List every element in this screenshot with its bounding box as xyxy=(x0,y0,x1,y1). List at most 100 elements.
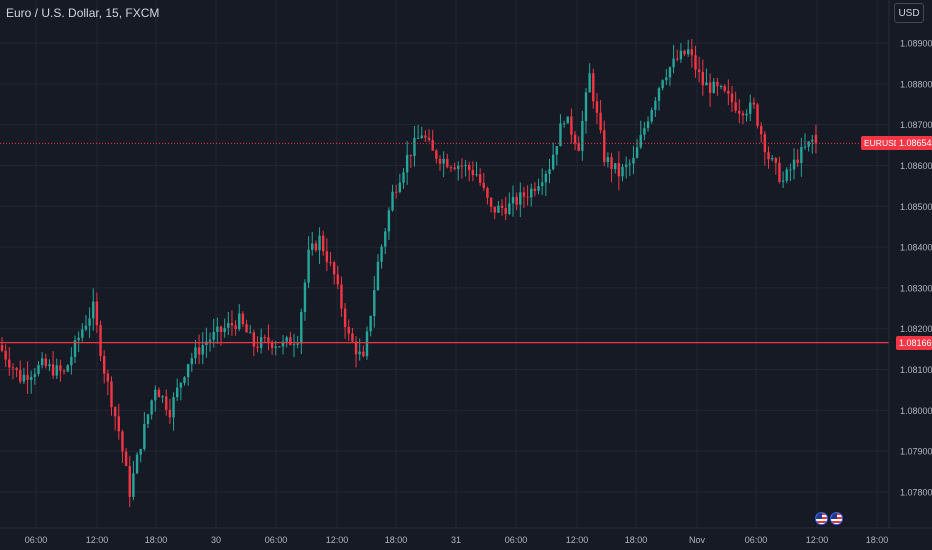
candle-up xyxy=(789,169,792,171)
candle-down xyxy=(763,134,767,153)
candle-down xyxy=(267,337,270,343)
candle-down xyxy=(460,165,464,167)
candle-up xyxy=(48,364,51,367)
candle-down xyxy=(230,323,234,326)
time-tick-label: 12:00 xyxy=(566,535,589,545)
candle-down xyxy=(289,337,292,345)
candle-up xyxy=(668,67,672,78)
candle-down xyxy=(165,396,168,410)
candle-down xyxy=(19,370,22,382)
candle-up xyxy=(712,81,715,93)
candle-down xyxy=(15,368,18,371)
candle-up xyxy=(811,139,814,142)
price-scale[interactable]: 1.08900 1.08800 1.08700 1.08600 1.08500 1.084… xyxy=(888,0,932,528)
candle-up xyxy=(632,157,635,164)
candle-down xyxy=(197,347,201,355)
candle-up xyxy=(201,345,204,355)
candle-down xyxy=(95,301,99,326)
candle-up xyxy=(581,121,584,151)
candle-down xyxy=(708,82,712,93)
candle-down xyxy=(51,364,55,376)
price-tick-label: 1.08500 xyxy=(900,202,932,212)
candle-down xyxy=(325,251,329,263)
candle-up xyxy=(508,203,511,214)
us-flag-icon[interactable] xyxy=(830,512,843,525)
candle-up xyxy=(300,311,303,344)
candle-up xyxy=(92,301,95,319)
candle-down xyxy=(796,159,799,164)
candle-up xyxy=(194,347,197,359)
candle-up xyxy=(172,397,175,418)
candle-up xyxy=(614,163,617,170)
candle-down xyxy=(504,207,507,214)
price-tick-label: 1.07800 xyxy=(900,488,932,498)
candle-up xyxy=(227,323,230,328)
candle-down xyxy=(99,325,102,356)
candle-down xyxy=(449,167,453,169)
candle-down xyxy=(234,325,237,330)
candle-down xyxy=(424,135,427,138)
candle-down xyxy=(252,332,256,347)
candle-up xyxy=(800,147,803,164)
candle-up xyxy=(770,158,774,160)
candle-down xyxy=(103,355,106,374)
candle-down xyxy=(515,196,518,205)
time-tick-label: 06:00 xyxy=(505,535,528,545)
candle-down xyxy=(4,350,7,360)
candle-down xyxy=(592,73,595,102)
time-scale[interactable]: 06:00 12:00 18:00 30 06:00 12:00 18:00 31 06:00 1… xyxy=(0,527,932,545)
currency-button[interactable]: USD xyxy=(894,3,924,23)
candle-up xyxy=(373,290,376,317)
candle-up xyxy=(73,340,77,357)
candle-down xyxy=(577,143,580,151)
candle-down xyxy=(676,58,679,60)
candle-down xyxy=(489,197,493,207)
price-tick-label: 1.08200 xyxy=(900,324,932,334)
candle-up xyxy=(318,235,321,251)
candle-up xyxy=(358,351,361,355)
candle-down xyxy=(44,358,47,367)
candle-up xyxy=(530,188,533,198)
candle-down xyxy=(110,381,113,408)
time-tick-label: 12:00 xyxy=(806,535,829,545)
candle-up xyxy=(650,109,653,122)
candle-up xyxy=(307,249,310,283)
candle-up xyxy=(380,246,383,262)
candle-up xyxy=(84,325,88,330)
candle-down xyxy=(453,167,456,169)
candle-up xyxy=(745,113,748,116)
candle-down xyxy=(774,158,777,163)
candle-up xyxy=(621,166,624,177)
time-tick-label: 18:00 xyxy=(866,535,889,545)
candle-up xyxy=(665,77,668,81)
candle-down xyxy=(617,163,621,177)
candle-down xyxy=(113,407,117,417)
candle-up xyxy=(296,343,299,345)
candle-up xyxy=(785,169,788,181)
candle-up xyxy=(292,344,296,346)
candle-up xyxy=(584,92,588,122)
candle-down xyxy=(354,341,358,355)
candle-up xyxy=(551,154,555,170)
candle-down xyxy=(446,158,449,168)
candle-down xyxy=(435,150,438,159)
candle-up xyxy=(285,337,288,342)
candle-up xyxy=(143,424,146,449)
us-flag-icon[interactable] xyxy=(815,512,828,525)
candle-down xyxy=(343,308,347,327)
candle-up xyxy=(442,158,445,164)
candle-down xyxy=(245,324,248,333)
price-tick-label: 1.08800 xyxy=(900,79,932,89)
candle-up xyxy=(398,182,402,192)
candle-up xyxy=(606,157,610,162)
price-tick-label: 1.08100 xyxy=(900,365,932,375)
candle-up xyxy=(588,73,591,93)
candle-up xyxy=(179,382,183,388)
time-tick-label: Nov xyxy=(689,535,706,545)
candle-down xyxy=(723,85,726,91)
candle-up xyxy=(705,82,708,86)
candle-up xyxy=(88,318,91,326)
price-tick-label: 1.08700 xyxy=(900,120,932,130)
candle-up xyxy=(311,243,314,250)
